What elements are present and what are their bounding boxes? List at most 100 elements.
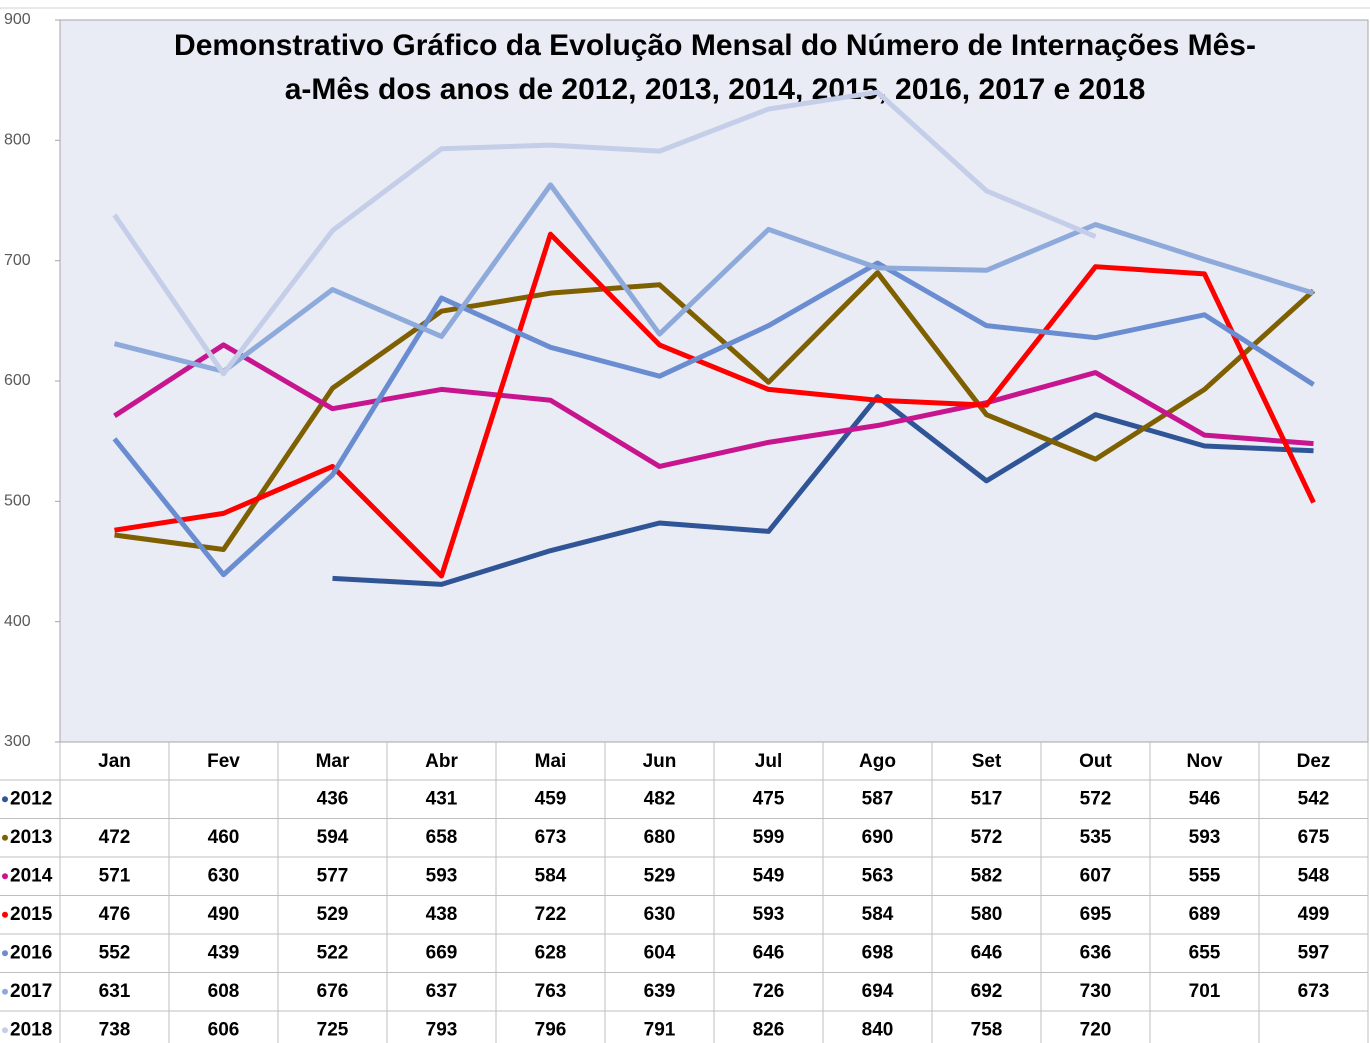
legend-label: 2017 xyxy=(10,981,52,1002)
series-line xyxy=(113,182,1315,374)
x-tick-label: Abr xyxy=(425,751,458,772)
table-value: 730 xyxy=(1080,981,1112,1002)
table-value: 546 xyxy=(1189,788,1221,809)
table-value: 791 xyxy=(644,1019,676,1040)
table-value: 597 xyxy=(1298,942,1330,963)
table-value: 646 xyxy=(753,942,785,963)
table-value: 542 xyxy=(1298,788,1330,809)
table-value: 675 xyxy=(1298,827,1330,848)
legend-marker xyxy=(2,911,8,918)
table-value: 431 xyxy=(426,788,458,809)
y-tick-label: 900 xyxy=(4,11,31,28)
series-line xyxy=(114,270,1316,552)
table-value: 475 xyxy=(753,788,785,809)
x-tick-label: Mar xyxy=(316,751,350,772)
y-tick-label: 700 xyxy=(4,252,31,269)
table-value: 725 xyxy=(317,1019,349,1040)
table-value: 692 xyxy=(971,981,1003,1002)
table-value: 594 xyxy=(317,827,349,848)
table-value: 628 xyxy=(535,942,567,963)
table-value: 582 xyxy=(971,865,1003,886)
table-value: 587 xyxy=(862,788,894,809)
table-value: 599 xyxy=(753,827,785,848)
legend-label: 2018 xyxy=(10,1019,52,1040)
y-tick-label: 300 xyxy=(4,733,31,750)
table-value: 673 xyxy=(535,827,567,848)
legend-label: 2016 xyxy=(10,942,52,963)
series-line xyxy=(112,260,1315,578)
x-tick-label: Fev xyxy=(207,751,240,772)
chart-title: Demonstrativo Gráfico da Evolução Mensal… xyxy=(174,29,1256,62)
table-value: 639 xyxy=(644,981,676,1002)
table-value: 726 xyxy=(753,981,785,1002)
table-value: 436 xyxy=(317,788,349,809)
y-tick-label: 800 xyxy=(4,132,31,149)
table-value: 763 xyxy=(535,981,567,1002)
table-value: 548 xyxy=(1298,865,1330,886)
legend-label: 2013 xyxy=(10,827,52,848)
x-tick-label: Set xyxy=(972,751,1002,772)
table-value: 593 xyxy=(426,865,458,886)
table-value: 669 xyxy=(426,942,458,963)
legend-label: 2012 xyxy=(10,788,52,809)
table-value: 552 xyxy=(99,942,131,963)
legend-marker xyxy=(2,1027,8,1034)
legend-marker xyxy=(2,950,8,957)
table-value: 571 xyxy=(99,865,131,886)
table-value: 793 xyxy=(426,1019,458,1040)
x-tick-label: Mai xyxy=(535,751,567,772)
x-tick-label: Nov xyxy=(1187,751,1223,772)
table-value: 673 xyxy=(1298,981,1330,1002)
table-value: 630 xyxy=(208,865,240,886)
table-value: 720 xyxy=(1080,1019,1112,1040)
table-value: 529 xyxy=(317,904,349,925)
table-value: 826 xyxy=(753,1019,785,1040)
table-value: 490 xyxy=(208,904,240,925)
table-value: 563 xyxy=(862,865,894,886)
x-tick-label: Jun xyxy=(643,751,677,772)
table-value: 701 xyxy=(1189,981,1221,1002)
series-line xyxy=(114,231,1316,579)
table-value: 631 xyxy=(99,981,131,1002)
x-tick-label: Out xyxy=(1079,751,1112,772)
table-value: 476 xyxy=(99,904,131,925)
table-value: 529 xyxy=(644,865,676,886)
table-value: 695 xyxy=(1080,904,1112,925)
y-tick-label: 400 xyxy=(4,613,31,630)
table-value: 637 xyxy=(426,981,458,1002)
table-value: 840 xyxy=(862,1019,894,1040)
legend-marker xyxy=(2,873,8,880)
table-value: 676 xyxy=(317,981,349,1002)
table-value: 722 xyxy=(535,904,567,925)
table-value: 680 xyxy=(644,827,676,848)
legend-marker xyxy=(2,988,8,995)
table-value: 577 xyxy=(317,865,349,886)
table-value: 606 xyxy=(208,1019,240,1040)
table-value: 690 xyxy=(862,827,894,848)
table-value: 572 xyxy=(971,827,1003,848)
y-tick-label: 500 xyxy=(4,493,31,510)
legend-marker xyxy=(2,834,8,841)
table-value: 646 xyxy=(971,942,1003,963)
table-value: 439 xyxy=(208,942,240,963)
series-line xyxy=(332,394,1314,587)
table-value: 522 xyxy=(317,942,349,963)
table-value: 758 xyxy=(971,1019,1003,1040)
legend-label: 2014 xyxy=(10,865,53,886)
table-value: 689 xyxy=(1189,904,1221,925)
series-line xyxy=(113,342,1314,469)
x-tick-label: Dez xyxy=(1297,751,1331,772)
table-value: 580 xyxy=(971,904,1003,925)
table-value: 604 xyxy=(644,942,676,963)
table-value: 459 xyxy=(535,788,567,809)
table-value: 608 xyxy=(208,981,240,1002)
chart-title: a-Mês dos anos de 2012, 2013, 2014, 2015… xyxy=(285,73,1146,106)
table-value: 517 xyxy=(971,788,1003,809)
table-value: 472 xyxy=(99,827,131,848)
table-value: 593 xyxy=(753,904,785,925)
table-value: 630 xyxy=(644,904,676,925)
table-value: 584 xyxy=(862,904,894,925)
table-value: 698 xyxy=(862,942,894,963)
table-value: 738 xyxy=(99,1019,131,1040)
